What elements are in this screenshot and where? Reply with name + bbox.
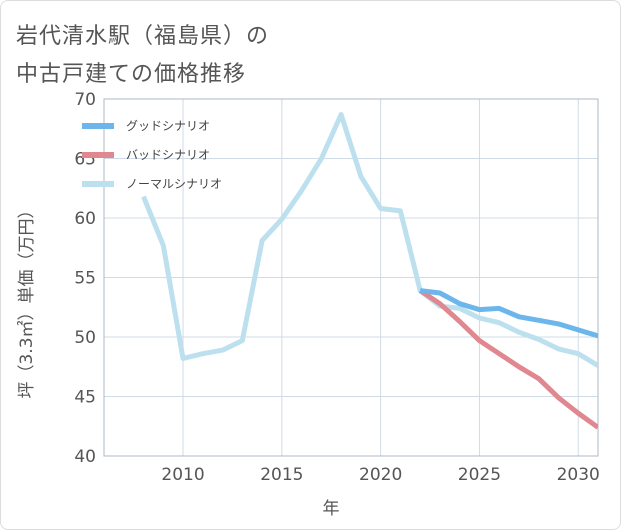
y-tick-label: 40 [74, 447, 96, 467]
x-tick-label: 2025 [458, 465, 501, 485]
y-tick-label: 55 [74, 269, 96, 289]
legend-label: ノーマルシナリオ [126, 177, 222, 191]
y-tick-label: 70 [74, 90, 96, 110]
series-line [419, 288, 598, 339]
x-tick-label: 2020 [359, 465, 402, 485]
x-tick-label: 2030 [557, 465, 600, 485]
series-line [418, 288, 598, 430]
series-layer [141, 112, 598, 430]
x-axis-title: 年 [323, 499, 340, 519]
legend-label: グッドシナリオ [126, 119, 210, 133]
y-tick-label: 60 [74, 209, 96, 229]
series-line [141, 112, 598, 368]
y-tick-label: 45 [74, 388, 96, 408]
plot-border [103, 98, 599, 457]
y-tick-label: 50 [74, 328, 96, 348]
y-axis-title: 坪（3.3㎡）単価（万円） [17, 201, 37, 398]
chart-title-line-2: 中古戸建ての価格推移 [16, 62, 247, 87]
chart-title-line-1: 岩代清水駅（福島県）の [16, 24, 270, 49]
x-tick-label: 2010 [161, 465, 204, 485]
legend-label: バッドシナリオ [126, 148, 210, 162]
x-tick-label: 2015 [260, 465, 303, 485]
